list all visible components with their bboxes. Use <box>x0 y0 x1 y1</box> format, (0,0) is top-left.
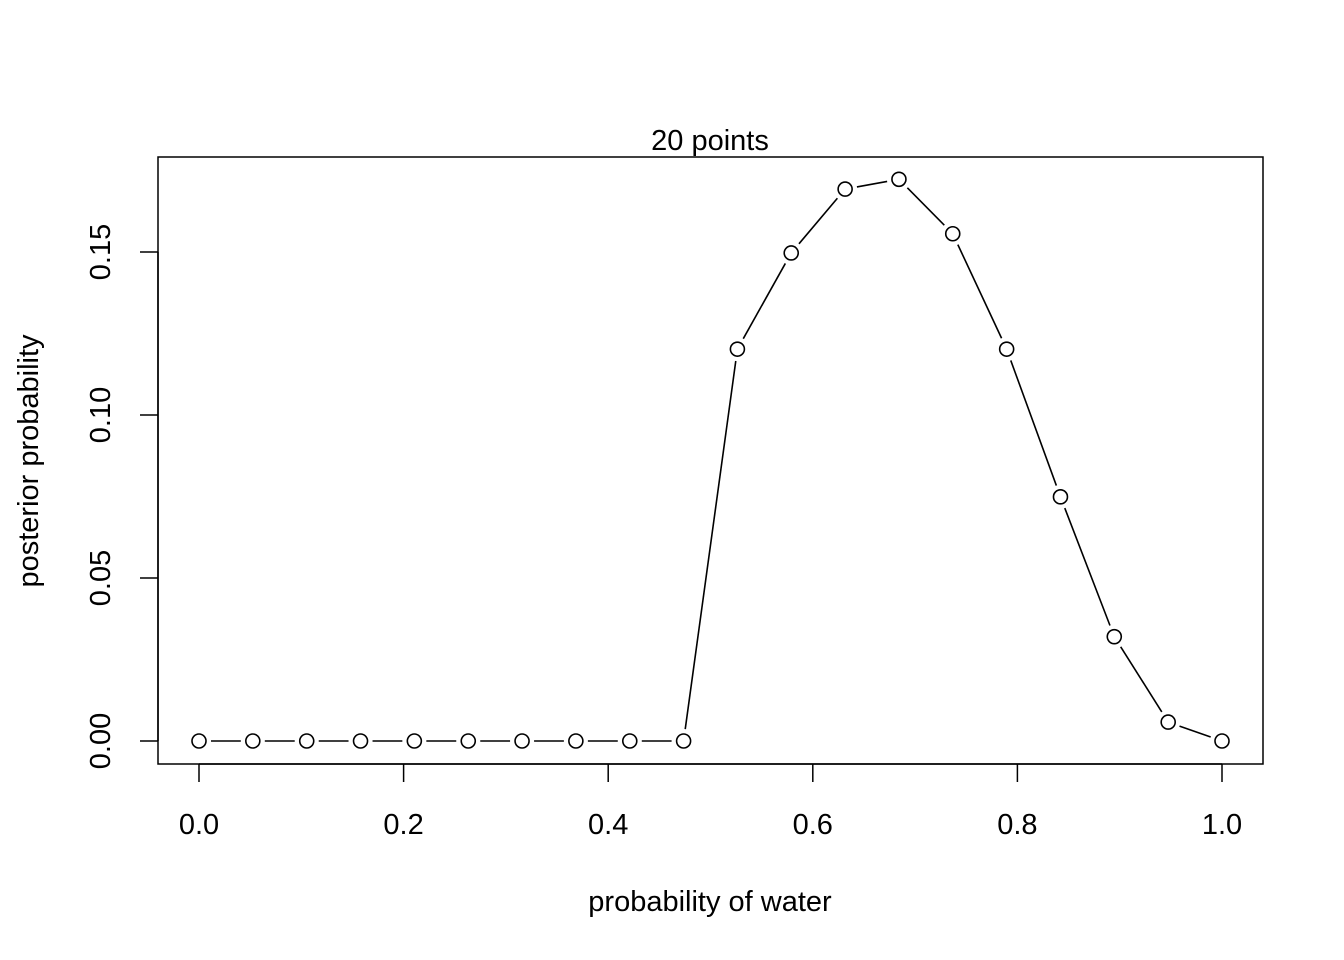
line-segment <box>798 197 838 245</box>
x-tick-label: 0.6 <box>793 809 833 841</box>
line-segment <box>742 263 787 340</box>
line-segment <box>856 180 888 188</box>
x-tick-label: 0.0 <box>179 809 219 841</box>
line-segment <box>957 244 1003 339</box>
data-point <box>298 733 315 749</box>
x-axis-title: probability of water <box>588 886 832 918</box>
data-point <box>675 733 692 749</box>
line-segment <box>906 187 945 226</box>
line-segment <box>684 360 737 730</box>
chart-title: 20 points <box>651 125 769 157</box>
x-tick-label: 1.0 <box>1202 809 1242 841</box>
data-point <box>352 733 369 749</box>
y-tick-label: 0.05 <box>85 550 117 606</box>
x-tick-label: 0.2 <box>383 809 423 841</box>
data-point <box>1052 489 1069 505</box>
data-point <box>837 181 853 197</box>
data-point <box>568 733 584 749</box>
data-point <box>944 225 961 242</box>
line-segment <box>1064 507 1111 626</box>
data-point <box>1106 628 1123 645</box>
x-tick-label: 0.4 <box>588 809 628 841</box>
data-point <box>1160 714 1176 730</box>
data-series <box>191 171 1230 749</box>
data-point <box>460 733 477 749</box>
data-point <box>1214 733 1230 749</box>
line-segment <box>1010 360 1058 486</box>
data-point <box>191 733 207 749</box>
line-segment <box>1179 725 1211 738</box>
y-axis-title: posterior probability <box>13 334 45 588</box>
x-axis: 0.0 0.2 0.4 0.6 0.8 1.0 <box>179 763 1242 841</box>
data-point <box>891 171 907 188</box>
plot-frame <box>157 156 1264 765</box>
y-tick-label: 0.15 <box>85 224 117 280</box>
data-point <box>729 341 746 357</box>
data-point <box>245 733 261 749</box>
data-point <box>514 733 530 749</box>
y-axis: 0.00 0.05 0.10 0.15 <box>85 224 159 769</box>
y-tick-label: 0.10 <box>85 387 117 443</box>
data-point <box>998 341 1015 357</box>
y-tick-label: 0.00 <box>85 713 117 769</box>
data-point <box>783 245 800 261</box>
line-segment <box>1120 646 1163 713</box>
x-tick-label: 0.8 <box>997 809 1037 841</box>
data-point <box>406 733 423 749</box>
data-point <box>621 733 638 749</box>
